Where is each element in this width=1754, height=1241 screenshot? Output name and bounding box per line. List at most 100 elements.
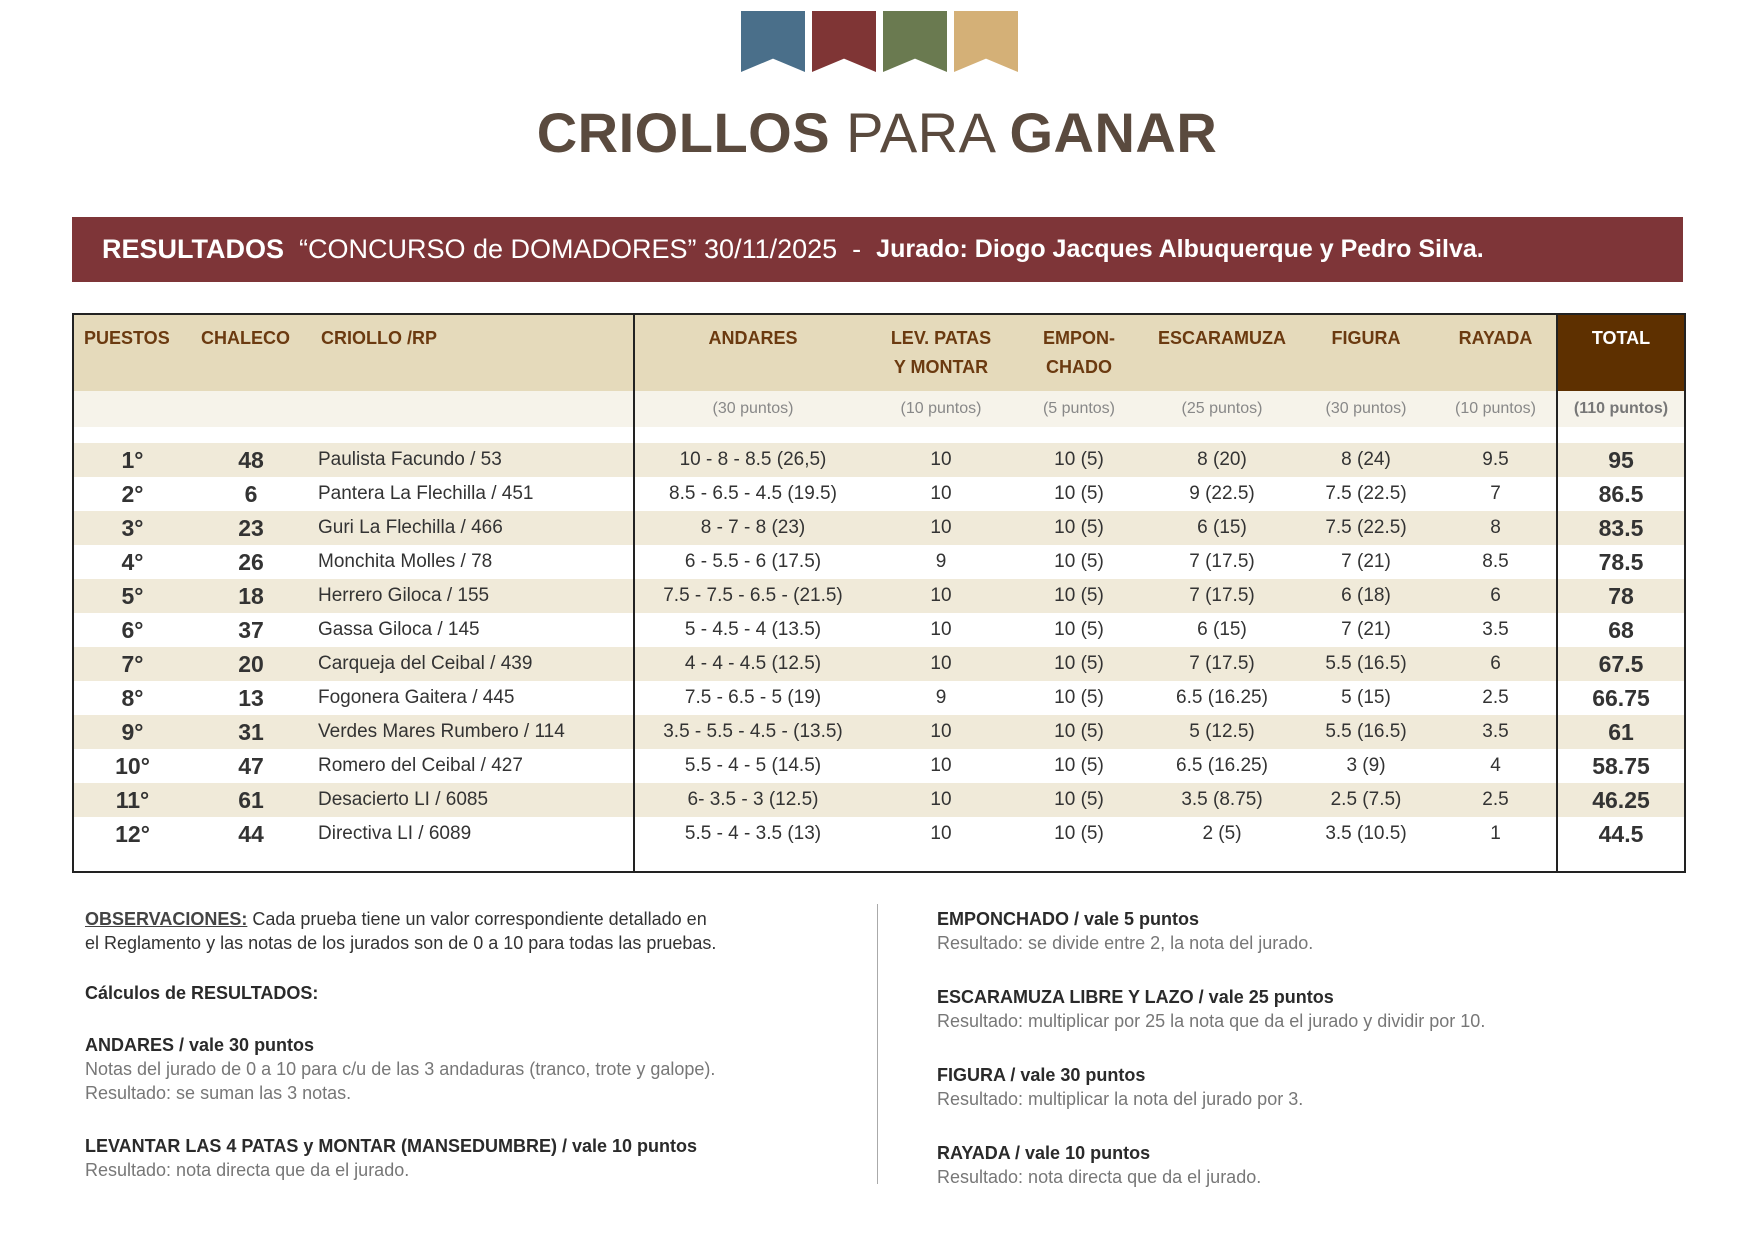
- cell-rayada: 1: [1490, 823, 1501, 844]
- cell-rayada: 7: [1490, 483, 1501, 504]
- logo-word-ganar: GANAR: [1009, 101, 1218, 164]
- emponchado-result: Resultado: se divide entre 2, la nota de…: [937, 933, 1314, 953]
- table-row: 3° 23 Guri La Flechilla / 466 8 - 7 - 8 (23…: [73, 511, 1685, 545]
- cell-total: 44.5: [1556, 817, 1685, 851]
- andares-heading: ANDARES / vale 30 puntos: [85, 1035, 315, 1055]
- cell-chaleco: 20: [191, 647, 311, 681]
- table-row: 10° 47 Romero del Ceibal / 427 5.5 - 4 - 5 …: [73, 749, 1685, 783]
- cell-figura: 7 (21): [1341, 551, 1391, 572]
- cell-emponchado: 10 (5): [1054, 483, 1104, 504]
- cell-figura: 3 (9): [1346, 755, 1386, 776]
- figura-result: Resultado: multiplicar la nota del jurad…: [937, 1089, 1304, 1109]
- cell-rayada: 4: [1490, 755, 1501, 776]
- header-rayada: RAYADA: [1435, 314, 1557, 391]
- cell-lev-patas: 9: [935, 687, 947, 708]
- cell-rayada: 2.5: [1482, 687, 1509, 708]
- cell-total: 83.5: [1556, 511, 1685, 545]
- cell-andares: 8 - 7 - 8 (23): [633, 511, 871, 545]
- cell-escaramuza: 6 (15): [1197, 619, 1247, 640]
- cell-figura: 7.5 (22.5): [1325, 483, 1407, 504]
- points-rayada: (10 puntos): [1435, 391, 1557, 427]
- results-banner: RESULTADOS “CONCURSO de DOMADORES” 30/11…: [72, 217, 1683, 282]
- cell-criollo: Gassa Giloca / 145: [318, 619, 480, 640]
- figura-heading: FIGURA / vale 30 puntos: [937, 1065, 1146, 1085]
- rayada-heading: RAYADA / vale 10 puntos: [937, 1143, 1151, 1163]
- table-row: 8° 13 Fogonera Gaitera / 445 7.5 - 6.5 - 5 …: [73, 681, 1685, 715]
- header-total: TOTAL: [1556, 314, 1685, 391]
- points-criollo: [311, 391, 634, 427]
- cell-escaramuza: 2 (5): [1202, 823, 1242, 844]
- cell-criollo: Directiva LI / 6089: [318, 823, 472, 844]
- cell-andares: 3.5 - 5.5 - 4.5 - (13.5): [633, 715, 871, 749]
- cell-puestos: 5°: [73, 579, 191, 613]
- cell-lev-patas: 10: [871, 783, 1011, 817]
- cell-chaleco: 61: [191, 783, 311, 817]
- cell-escaramuza: 6.5 (16.25): [1176, 687, 1268, 708]
- cell-figura: 5 (15): [1341, 687, 1391, 708]
- cell-chaleco: 13: [238, 684, 264, 711]
- header-emponchado: EMPON- CHADO: [1011, 314, 1147, 391]
- header-puestos: PUESTOS: [73, 314, 191, 391]
- cell-lev-patas: 10: [871, 715, 1011, 749]
- table-row: 12° 44 Directiva LI / 6089 5.5 - 4 - 3.5 (1…: [73, 817, 1685, 851]
- observaciones-label: OBSERVACIONES:: [85, 909, 248, 929]
- cell-figura: 7.5 (22.5): [1297, 511, 1435, 545]
- cell-total: 67.5: [1556, 647, 1685, 681]
- cell-figura: 5.5 (16.5): [1297, 715, 1435, 749]
- points-emponchado: (5 puntos): [1011, 391, 1147, 427]
- spacer-row: [73, 427, 1685, 443]
- cell-rayada: 2.5: [1435, 783, 1557, 817]
- cell-criollo: Herrero Giloca / 155: [311, 579, 634, 613]
- cell-emponchado: 10 (5): [1054, 551, 1104, 572]
- cell-figura: 7 (21): [1341, 619, 1391, 640]
- cell-lev-patas: 10: [930, 755, 952, 776]
- cell-escaramuza: 7 (17.5): [1189, 551, 1255, 572]
- cell-criollo: Romero del Ceibal / 427: [318, 755, 523, 776]
- cell-criollo: Guri La Flechilla / 466: [311, 511, 634, 545]
- cell-emponchado: 10 (5): [1011, 443, 1147, 477]
- cell-emponchado: 10 (5): [1054, 687, 1104, 708]
- cell-andares: 6 - 5.5 - 6 (17.5): [633, 545, 871, 579]
- header-andares: ANDARES: [633, 314, 871, 391]
- header-lev-patas: LEV. PATAS Y MONTAR: [871, 314, 1011, 391]
- observaciones-text-2: el Reglamento y las notas de los jurados…: [85, 933, 717, 953]
- cell-criollo: Desacierto LI / 6085: [311, 783, 634, 817]
- logo-word-para: PARA: [830, 101, 1010, 164]
- cell-emponchado: 10 (5): [1011, 647, 1147, 681]
- cell-puestos: 4°: [121, 548, 144, 575]
- cell-andares: 10 - 8 - 8.5 (26,5): [633, 443, 871, 477]
- cell-total: 58.75: [1556, 749, 1685, 783]
- results-table: PUESTOS CHALECO CRIOLLO /RP ANDARES LEV. PAT…: [72, 313, 1686, 873]
- cell-puestos: 12°: [115, 820, 150, 847]
- cell-escaramuza: 8 (20): [1147, 443, 1297, 477]
- andares-result: Resultado: se suman las 3 notas.: [85, 1083, 352, 1103]
- cell-emponchado: 10 (5): [1011, 715, 1147, 749]
- cell-chaleco: 37: [238, 616, 264, 643]
- cell-chaleco: 48: [191, 443, 311, 477]
- banner-event: “CONCURSO de DOMADORES” 30/11/2025 -: [284, 234, 877, 264]
- cell-total: 86.5: [1556, 477, 1685, 511]
- table-row: 9° 31 Verdes Mares Rumbero / 114 3.5 - 5.5 …: [73, 715, 1685, 749]
- levantar-result: Resultado: nota directa que da el jurado…: [85, 1160, 410, 1180]
- cell-chaleco: 26: [238, 548, 264, 575]
- flag-blue-icon: [741, 11, 805, 72]
- cell-criollo: Fogonera Gaitera / 445: [318, 687, 515, 708]
- emponchado-heading: EMPONCHADO / vale 5 puntos: [937, 909, 1200, 929]
- notes-left: OBSERVACIONES: Cada prueba tiene un valo…: [85, 907, 716, 1182]
- escaramuza-result: Resultado: multiplicar por 25 la nota qu…: [937, 1011, 1486, 1031]
- cell-chaleco: 44: [238, 820, 264, 847]
- cell-total: 61: [1556, 715, 1685, 749]
- banner-label: RESULTADOS: [102, 234, 284, 264]
- cell-puestos: 7°: [73, 647, 191, 681]
- cell-criollo: Paulista Facundo / 53: [311, 443, 634, 477]
- calc-title: Cálculos de RESULTADOS:: [85, 983, 319, 1003]
- cell-escaramuza: 7 (17.5): [1147, 579, 1297, 613]
- points-lev-patas: (10 puntos): [871, 391, 1011, 427]
- cell-puestos: 9°: [73, 715, 191, 749]
- cell-escaramuza: 7 (17.5): [1147, 647, 1297, 681]
- points-chaleco: [191, 391, 311, 427]
- cell-andares: 5 - 4.5 - 4 (13.5): [633, 613, 871, 647]
- table-row: 7° 20 Carqueja del Ceibal / 439 4 - 4 - 4.5…: [73, 647, 1685, 681]
- observaciones-text: Cada prueba tiene un valor correspondien…: [247, 909, 707, 929]
- cell-emponchado: 10 (5): [1011, 783, 1147, 817]
